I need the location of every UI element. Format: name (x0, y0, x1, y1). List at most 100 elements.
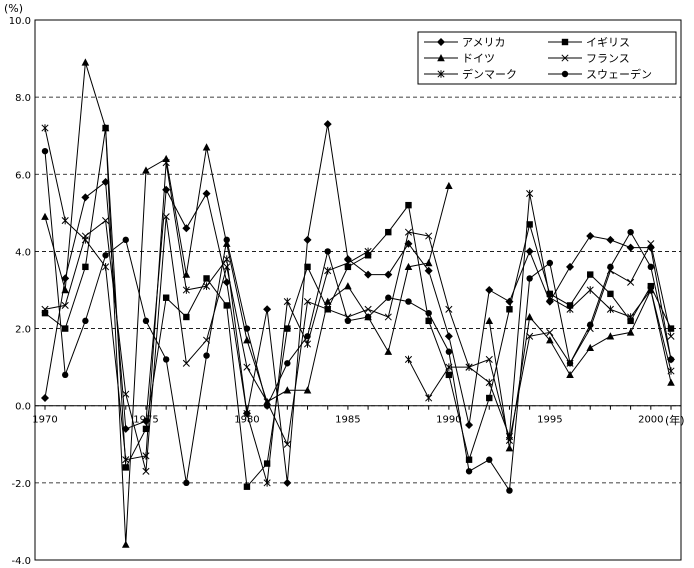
marker-shape (304, 333, 311, 340)
marker-shape (81, 193, 90, 202)
data-point (344, 263, 352, 271)
marker-shape (142, 425, 150, 433)
series-line (44, 216, 672, 472)
data-point (526, 189, 534, 198)
marker-shape (101, 178, 110, 186)
data-point (303, 386, 312, 394)
data-point (222, 239, 231, 247)
data-point (384, 347, 393, 355)
data-point (405, 298, 412, 305)
data-point (283, 478, 292, 487)
marker-shape (647, 263, 655, 271)
marker-shape (561, 70, 569, 78)
marker-shape (424, 266, 433, 275)
data-point (525, 313, 534, 321)
marker-shape (546, 290, 554, 298)
data-point (344, 259, 352, 267)
data-point (526, 275, 533, 282)
data-point (41, 147, 49, 155)
marker-shape (566, 360, 574, 367)
marker-shape (202, 143, 211, 151)
data-point (444, 332, 453, 341)
marker-shape (182, 224, 191, 233)
legend-entry: スウェーデン (548, 67, 652, 81)
data-point (506, 487, 513, 494)
data-point (445, 371, 453, 379)
data-point (162, 158, 170, 167)
marker-stroke (324, 305, 332, 313)
x-tick-label: 1985 (335, 415, 360, 426)
legend-entry: デンマーク (424, 67, 517, 81)
marker-stroke (61, 301, 69, 309)
y-tick-label: 6.0 (15, 170, 31, 181)
marker-shape (526, 221, 533, 228)
data-point (667, 378, 675, 386)
marker-shape (121, 540, 130, 548)
data-point (102, 217, 110, 225)
axes: -4.0 -2.0 0.0 2.0 4.0 6.0 8.0 10.0 1970 1975 1980 1… (9, 16, 682, 567)
marker-shape (465, 468, 473, 475)
marker-stroke (546, 328, 554, 336)
marker-shape (444, 332, 453, 341)
data-point (142, 317, 150, 325)
data-point (121, 540, 130, 548)
data-point (61, 371, 69, 379)
legend-entry: イギリス (548, 36, 630, 49)
marker-shape (222, 239, 231, 247)
marker-shape (425, 309, 432, 317)
marker-shape (445, 371, 453, 379)
data-point (41, 305, 49, 313)
marker-stroke (404, 228, 413, 236)
marker-shape (587, 321, 594, 328)
marker-shape (405, 201, 412, 209)
x-tick-label: 1975 (133, 415, 158, 426)
data-point (364, 270, 373, 279)
data-point (183, 313, 190, 321)
marker-shape (546, 259, 554, 267)
data-point (546, 259, 554, 267)
marker-shape (667, 356, 675, 363)
marker-shape (223, 236, 230, 244)
marker-shape (61, 371, 69, 379)
data-point (202, 189, 211, 198)
legend-label: イギリス (586, 36, 630, 49)
data-point (344, 317, 352, 325)
data-point (223, 255, 231, 263)
data-point (344, 282, 352, 290)
data-point (142, 166, 150, 174)
marker-shape (566, 262, 575, 271)
series-4 (41, 213, 675, 475)
data-point (566, 370, 574, 379)
series-6 (41, 147, 675, 494)
marker-shape (324, 248, 331, 255)
marker-shape (283, 386, 292, 394)
data-point (303, 340, 312, 348)
marker-shape (344, 282, 352, 290)
marker-shape (505, 444, 514, 452)
data-point (505, 432, 514, 441)
data-point (525, 247, 534, 256)
legend-entry: ドイツ (424, 52, 495, 65)
data-point (81, 236, 89, 244)
plot-frame (34, 19, 682, 561)
data-point (566, 302, 574, 309)
data-point (384, 270, 393, 279)
marker-shape (203, 275, 210, 282)
legend-label: ドイツ (462, 52, 495, 65)
marker-shape (546, 336, 554, 344)
data-point (566, 360, 574, 367)
marker-shape (626, 328, 635, 336)
data-point (606, 235, 615, 244)
data-point (203, 275, 210, 282)
marker-shape (101, 124, 110, 132)
data-point (81, 193, 90, 202)
data-point (445, 181, 453, 190)
marker-shape (486, 394, 493, 402)
data-point (182, 224, 191, 233)
data-point (465, 468, 473, 475)
marker-stroke (445, 305, 453, 313)
marker-shape (566, 302, 574, 309)
legend-label: フランス (586, 52, 630, 65)
